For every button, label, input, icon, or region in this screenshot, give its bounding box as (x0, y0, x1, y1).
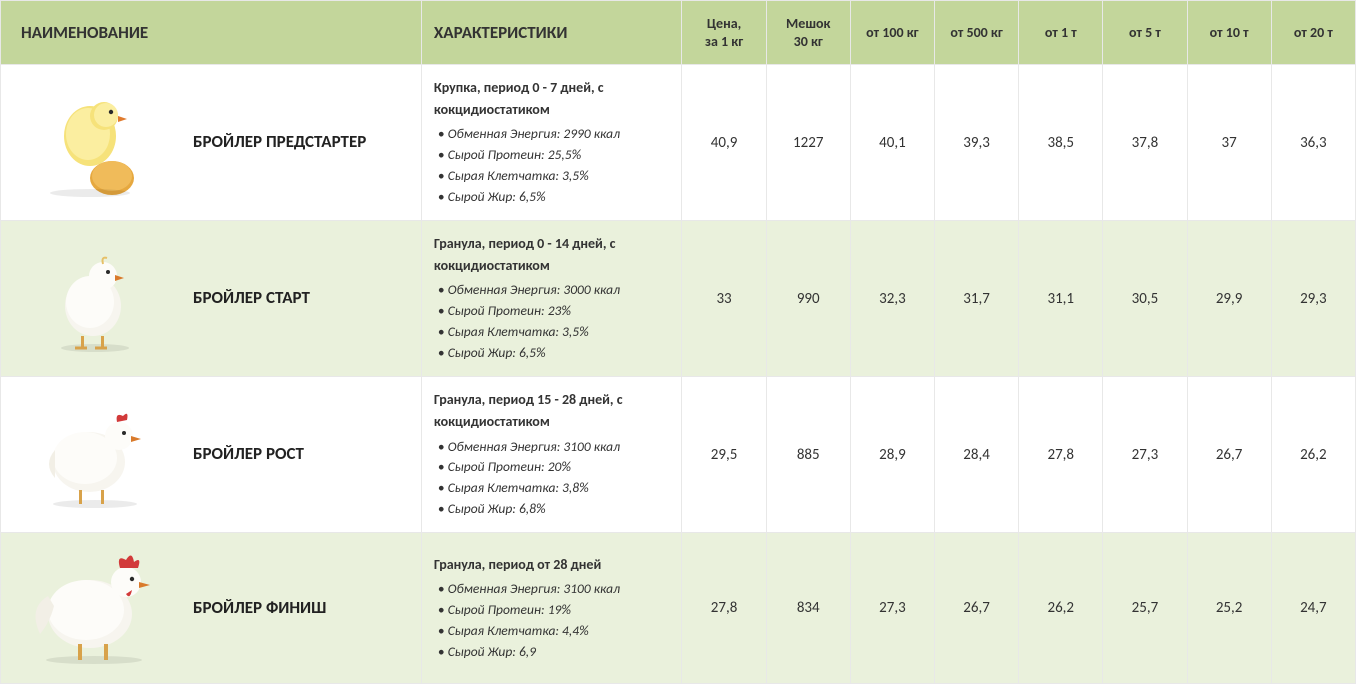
product-cell: БРОЙЛЕР ФИНИШ (1, 533, 422, 684)
char-item: Сырой Протеин: 25,5% (438, 145, 670, 166)
product-image-chicken-mid (15, 395, 175, 515)
price-cell: 38,5 (1019, 65, 1103, 221)
price-cell: 37 (1187, 65, 1271, 221)
col-characteristics: ХАРАКТЕРИСТИКИ (421, 1, 682, 65)
table-row: БРОЙЛЕР СТАРТ Гранула, период 0 - 14 дне… (1, 221, 1356, 377)
price-cell: 32,3 (850, 221, 934, 377)
product-name: БРОЙЛЕР ПРЕДСТАРТЕР (193, 131, 366, 154)
price-cell: 26,7 (1187, 377, 1271, 533)
price-cell: 37,8 (1103, 65, 1187, 221)
table-row: БРОЙЛЕР ПРЕДСТАРТЕР Крупка, период 0 - 7… (1, 65, 1356, 221)
table-row: БРОЙЛЕР РОСТ Гранула, период 15 - 28 дне… (1, 377, 1356, 533)
price-cell: 39,3 (935, 65, 1019, 221)
col-price-2: от 100 кг (850, 1, 934, 65)
price-cell: 29,3 (1271, 221, 1355, 377)
char-title: Крупка, период 0 - 7 дней, с кокцидиоста… (434, 77, 670, 120)
price-cell: 26,2 (1019, 533, 1103, 684)
product-cell: БРОЙЛЕР РОСТ (1, 377, 422, 533)
price-cell: 40,9 (682, 65, 766, 221)
char-list: Обменная Энергия: 2990 ккалСырой Протеин… (434, 124, 670, 208)
price-cell: 26,7 (935, 533, 1019, 684)
char-item: Сырой Протеин: 23% (438, 301, 670, 322)
product-image-chicken-adult (15, 548, 175, 668)
product-image-chick-white (15, 239, 175, 359)
col-name: НАИМЕНОВАНИЕ (1, 1, 422, 65)
price-cell: 29,5 (682, 377, 766, 533)
price-cell: 30,5 (1103, 221, 1187, 377)
price-cell: 31,7 (935, 221, 1019, 377)
price-cell: 885 (766, 377, 850, 533)
char-item: Сырая Клетчатка: 3,5% (438, 322, 670, 343)
price-cell: 36,3 (1271, 65, 1355, 221)
price-cell: 33 (682, 221, 766, 377)
col-price-3: от 500 кг (935, 1, 1019, 65)
price-cell: 1227 (766, 65, 850, 221)
char-item: Сырая Клетчатка: 3,5% (438, 166, 670, 187)
char-item: Сырой Протеин: 19% (438, 600, 670, 621)
char-item: Сырой Жир: 6,5% (438, 343, 670, 364)
characteristics-cell: Гранула, период от 28 дней Обменная Энерг… (421, 533, 682, 684)
price-cell: 24,7 (1271, 533, 1355, 684)
char-title: Гранула, период 15 - 28 дней, с кокцидио… (434, 389, 670, 432)
product-cell: БРОЙЛЕР ПРЕДСТАРТЕР (1, 65, 422, 221)
product-name: БРОЙЛЕР ФИНИШ (193, 597, 326, 620)
char-item: Обменная Энергия: 3100 ккал (438, 437, 670, 458)
price-cell: 27,8 (1019, 377, 1103, 533)
price-cell: 29,9 (1187, 221, 1271, 377)
char-item: Обменная Энергия: 3000 ккал (438, 280, 670, 301)
characteristics-cell: Гранула, период 15 - 28 дней, с кокцидио… (421, 377, 682, 533)
col-price-6: от 10 т (1187, 1, 1271, 65)
col-price-0: Цена,за 1 кг (682, 1, 766, 65)
feed-price-table: НАИМЕНОВАНИЕ ХАРАКТЕРИСТИКИ Цена,за 1 кг… (0, 0, 1356, 684)
price-cell: 40,1 (850, 65, 934, 221)
char-item: Сырой Протеин: 20% (438, 457, 670, 478)
col-price-4: от 1 т (1019, 1, 1103, 65)
table-header: НАИМЕНОВАНИЕ ХАРАКТЕРИСТИКИ Цена,за 1 кг… (1, 1, 1356, 65)
price-cell: 25,2 (1187, 533, 1271, 684)
characteristics-cell: Крупка, период 0 - 7 дней, с кокцидиоста… (421, 65, 682, 221)
char-item: Обменная Энергия: 3100 ккал (438, 579, 670, 600)
price-cell: 27,8 (682, 533, 766, 684)
col-price-1: Мешок30 кг (766, 1, 850, 65)
price-cell: 990 (766, 221, 850, 377)
price-cell: 31,1 (1019, 221, 1103, 377)
char-item: Сырой Жир: 6,8% (438, 499, 670, 520)
price-cell: 28,9 (850, 377, 934, 533)
char-item: Сырой Жир: 6,5% (438, 187, 670, 208)
table-row: БРОЙЛЕР ФИНИШ Гранула, период от 28 дней… (1, 533, 1356, 684)
char-item: Сырая Клетчатка: 3,8% (438, 478, 670, 499)
char-title: Гранула, период 0 - 14 дней, с кокцидиос… (434, 233, 670, 276)
char-list: Обменная Энергия: 3100 ккалСырой Протеин… (434, 579, 670, 663)
char-item: Сырой Жир: 6,9 (438, 642, 670, 663)
product-image-chick-egg (15, 83, 175, 203)
char-list: Обменная Энергия: 3100 ккалСырой Протеин… (434, 437, 670, 521)
col-price-7: от 20 т (1271, 1, 1355, 65)
product-name: БРОЙЛЕР РОСТ (193, 443, 304, 466)
product-cell: БРОЙЛЕР СТАРТ (1, 221, 422, 377)
char-title: Гранула, период от 28 дней (434, 554, 670, 576)
price-cell: 26,2 (1271, 377, 1355, 533)
char-item: Сырая Клетчатка: 4,4% (438, 621, 670, 642)
price-cell: 834 (766, 533, 850, 684)
price-cell: 28,4 (935, 377, 1019, 533)
char-list: Обменная Энергия: 3000 ккалСырой Протеин… (434, 280, 670, 364)
col-price-5: от 5 т (1103, 1, 1187, 65)
char-item: Обменная Энергия: 2990 ккал (438, 124, 670, 145)
price-cell: 27,3 (850, 533, 934, 684)
price-cell: 27,3 (1103, 377, 1187, 533)
product-name: БРОЙЛЕР СТАРТ (193, 287, 310, 310)
price-cell: 25,7 (1103, 533, 1187, 684)
table-body: БРОЙЛЕР ПРЕДСТАРТЕР Крупка, период 0 - 7… (1, 65, 1356, 684)
characteristics-cell: Гранула, период 0 - 14 дней, с кокцидиос… (421, 221, 682, 377)
